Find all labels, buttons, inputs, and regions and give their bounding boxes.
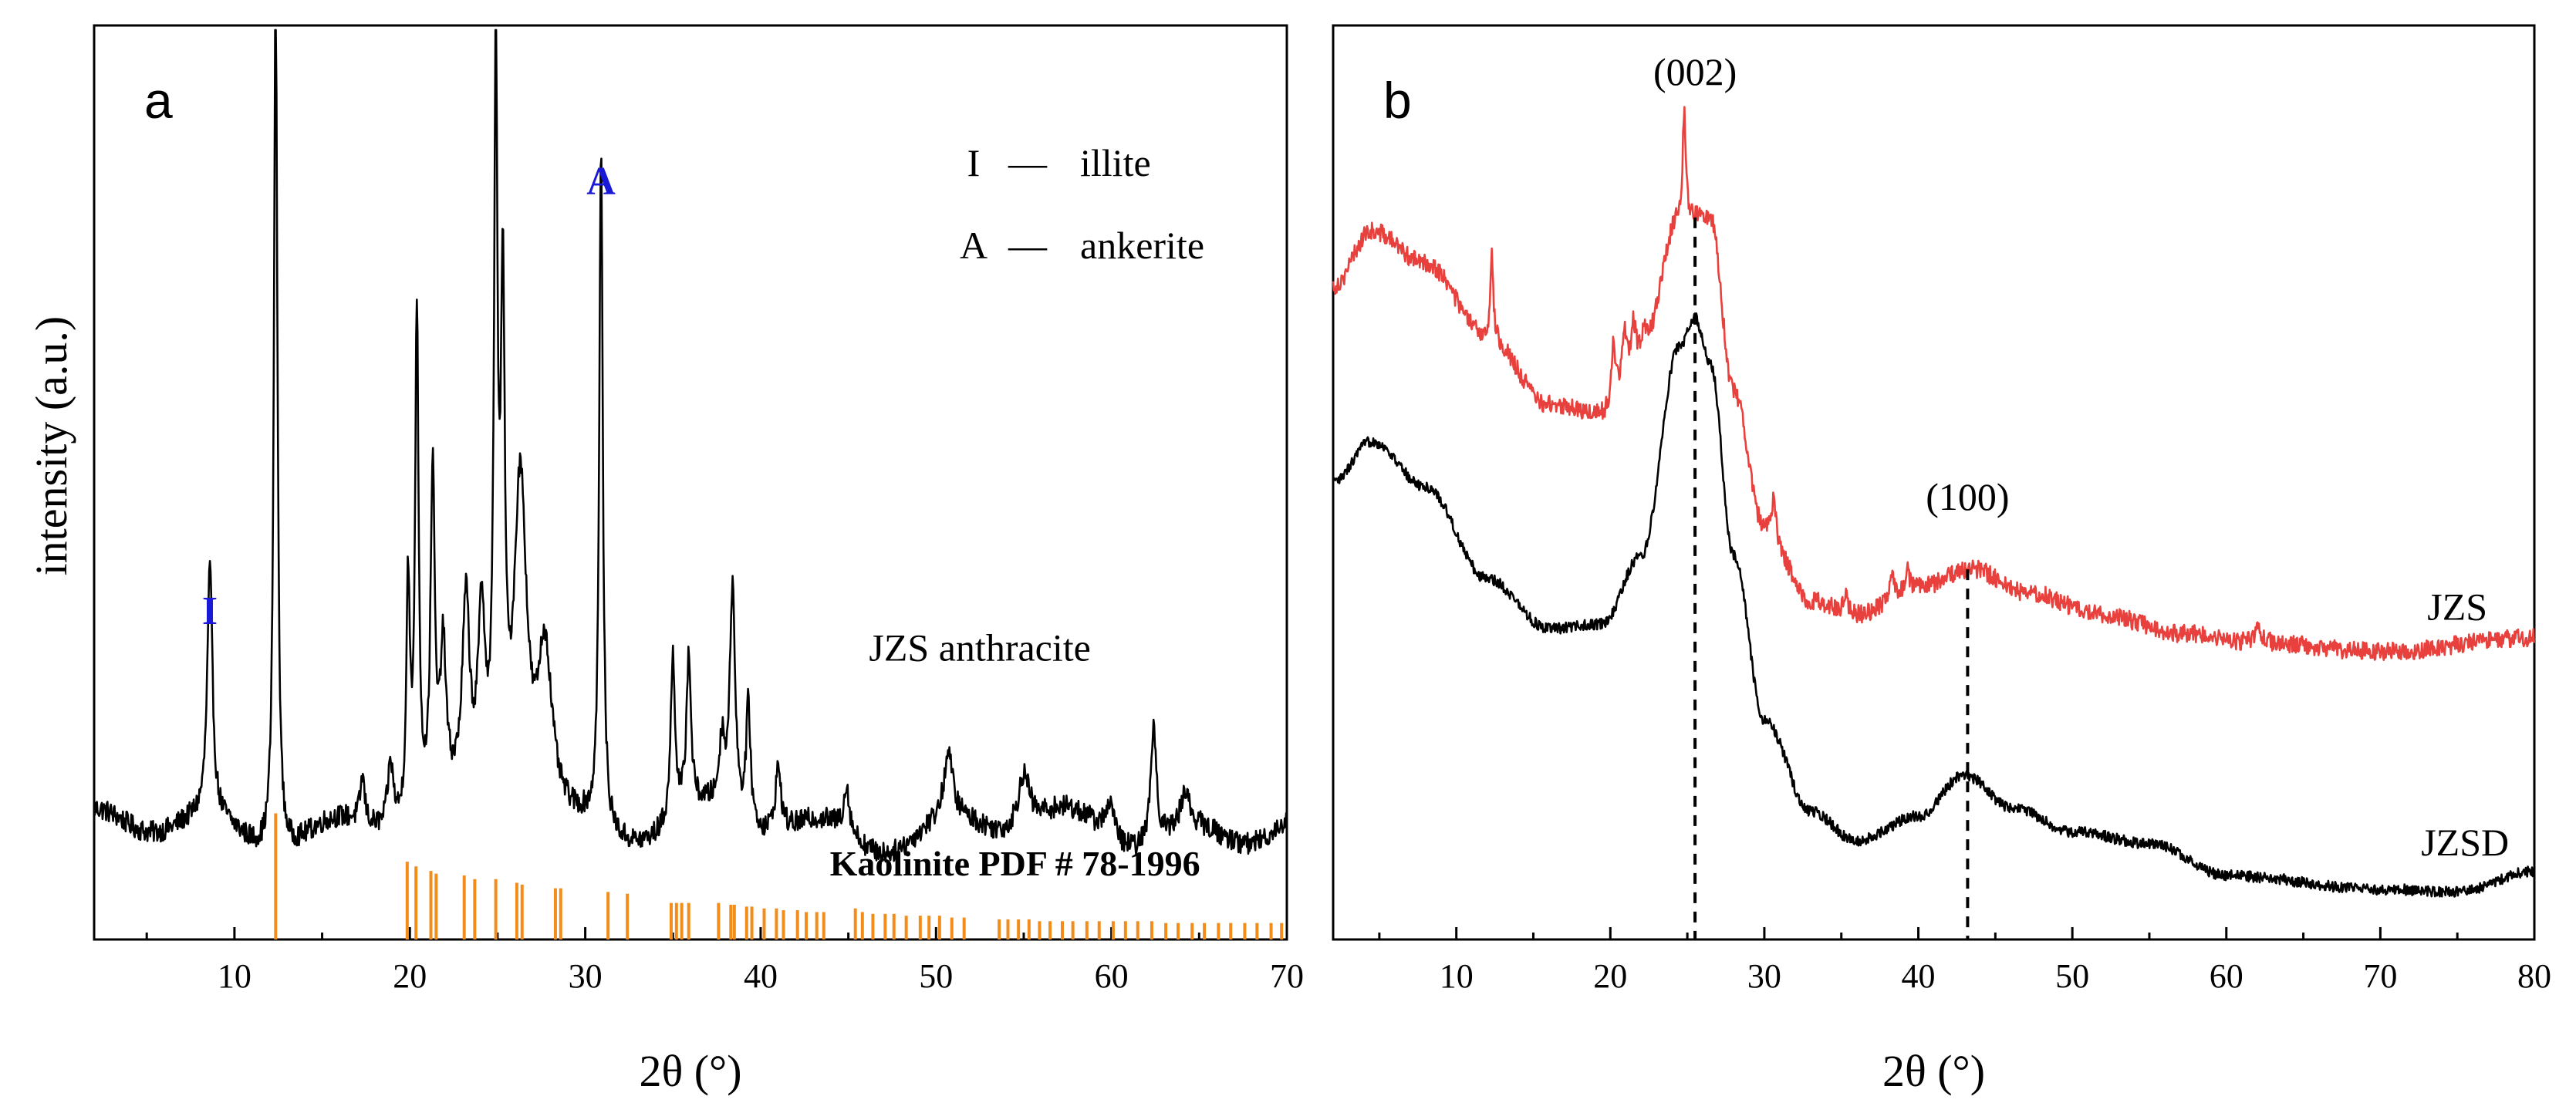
x-axis-label: 2θ (°) — [1882, 1046, 1985, 1096]
x-tick-label: 80 — [2517, 957, 2551, 995]
x-tick-label: 40 — [1902, 957, 1936, 995]
annotation-label: JZSD — [2421, 821, 2509, 864]
legend-symbol: I — [967, 141, 981, 184]
legend-dash: — — [1008, 224, 1048, 267]
plot-frame — [93, 24, 1288, 941]
x-tick-label: 20 — [1593, 957, 1627, 995]
x-tick-label: 30 — [1747, 957, 1781, 995]
annotation-label: JZS anthracite — [869, 626, 1090, 670]
legend-name: ankerite — [1080, 224, 1204, 267]
annotation-label: A — [586, 160, 616, 204]
series-line-jzs-anthracite — [93, 29, 1288, 863]
series-line-jzsd — [1332, 312, 2535, 898]
panel-letter: b — [1383, 72, 1412, 129]
x-tick-label: 40 — [744, 957, 778, 995]
x-tick-label: 70 — [2363, 957, 2397, 995]
x-tick-label: 10 — [218, 957, 252, 995]
x-tick-label: 50 — [919, 957, 953, 995]
chart-panel-b: 10 20 30 40 50 60 70 80 2θ (°) b (002) (100) JZS JZSD — [1332, 24, 2551, 1096]
x-tick-label: 10 — [1440, 957, 1474, 995]
x-tick-label: 30 — [569, 957, 603, 995]
x-tick-label: 20 — [393, 957, 427, 995]
annotation-label: I — [202, 589, 218, 633]
y-axis-label: intensity (a.u.) — [26, 316, 76, 576]
annotation-label: JZS — [2427, 585, 2487, 628]
legend-symbol: A — [960, 224, 988, 267]
x-tick-label: 70 — [1270, 957, 1304, 995]
annotation-label: (100) — [1926, 475, 2009, 518]
panel-letter: a — [144, 72, 173, 129]
x-tick-label: 60 — [1095, 957, 1129, 995]
legend-name: illite — [1080, 141, 1151, 184]
annotation-label: Kaolinite PDF # 78-1996 — [830, 844, 1200, 883]
x-axis-label: 2θ (°) — [639, 1046, 741, 1096]
series-line-jzs — [1332, 106, 2535, 661]
x-tick-label: 50 — [2055, 957, 2089, 995]
legend-entry: I — illite — [967, 141, 1151, 184]
annotation-label: (002) — [1653, 50, 1737, 93]
legend-dash: — — [1008, 141, 1048, 184]
x-tick-label: 60 — [2210, 957, 2243, 995]
legend-entry: A — ankerite — [960, 224, 1204, 267]
plot-frame — [1332, 24, 2536, 941]
